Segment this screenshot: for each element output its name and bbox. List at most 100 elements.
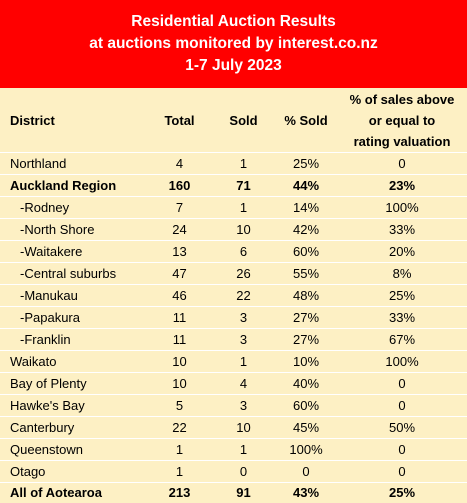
total-cell: 10 <box>147 373 212 395</box>
district-cell: All of Aotearoa <box>0 483 147 503</box>
total-cell: 24 <box>147 219 212 241</box>
rating-cell: 23% <box>337 175 467 197</box>
rating-cell: 50% <box>337 417 467 439</box>
table-row: Auckland Region 160 71 44% 23% <box>0 175 467 197</box>
district-cell: -Rodney <box>0 197 147 219</box>
pct-sold-cell: 60% <box>275 395 337 417</box>
sold-cell: 3 <box>212 329 275 351</box>
pct-sold-cell: 100% <box>275 439 337 461</box>
total-cell: 5 <box>147 395 212 417</box>
table-header-row: District Total Sold % Sold % of sales ab… <box>0 88 467 153</box>
sold-cell: 10 <box>212 219 275 241</box>
table-row: Waikato 10 1 10% 100% <box>0 351 467 373</box>
sold-cell: 10 <box>212 417 275 439</box>
sold-cell: 1 <box>212 351 275 373</box>
rating-cell: 0 <box>337 153 467 175</box>
rating-header-line-1: % of sales above <box>350 92 455 107</box>
total-cell: 7 <box>147 197 212 219</box>
sold-cell: 3 <box>212 307 275 329</box>
district-cell: Otago <box>0 461 147 483</box>
title-line-2: at auctions monitored by interest.co.nz <box>89 33 378 55</box>
sold-cell: 3 <box>212 395 275 417</box>
table-row: Otago 1 0 0 0 <box>0 461 467 483</box>
district-cell: -Central suburbs <box>0 263 147 285</box>
table-row: -Central suburbs 47 26 55% 8% <box>0 263 467 285</box>
table-row: -Franklin 11 3 27% 67% <box>0 329 467 351</box>
pct-sold-cell: 44% <box>275 175 337 197</box>
table-row: Bay of Plenty 10 4 40% 0 <box>0 373 467 395</box>
total-cell: 11 <box>147 329 212 351</box>
pct-sold-cell: 27% <box>275 307 337 329</box>
district-cell: Auckland Region <box>0 175 147 197</box>
total-cell: 46 <box>147 285 212 307</box>
title-banner: Residential Auction Results at auctions … <box>0 0 467 88</box>
district-cell: Canterbury <box>0 417 147 439</box>
sold-cell: 0 <box>212 461 275 483</box>
total-cell: 22 <box>147 417 212 439</box>
rating-cell: 25% <box>337 483 467 503</box>
district-cell: -Papakura <box>0 307 147 329</box>
total-cell: 1 <box>147 461 212 483</box>
pct-sold-cell: 48% <box>275 285 337 307</box>
totals-row: All of Aotearoa 213 91 43% 25% <box>0 483 467 503</box>
total-cell: 213 <box>147 483 212 503</box>
results-table: District Total Sold % Sold % of sales ab… <box>0 88 467 503</box>
rating-cell: 67% <box>337 329 467 351</box>
pct-sold-cell: 42% <box>275 219 337 241</box>
pct-sold-cell: 27% <box>275 329 337 351</box>
table-row: -Manukau 46 22 48% 25% <box>0 285 467 307</box>
table-row: Canterbury 22 10 45% 50% <box>0 417 467 439</box>
total-cell: 4 <box>147 153 212 175</box>
pct-sold-cell: 43% <box>275 483 337 503</box>
sold-cell: 26 <box>212 263 275 285</box>
rating-cell: 20% <box>337 241 467 263</box>
sold-cell: 6 <box>212 241 275 263</box>
rating-cell: 0 <box>337 461 467 483</box>
pct-sold-cell: 25% <box>275 153 337 175</box>
table-row: -Rodney 7 1 14% 100% <box>0 197 467 219</box>
table-row: Queenstown 1 1 100% 0 <box>0 439 467 461</box>
rating-cell: 0 <box>337 373 467 395</box>
pct-sold-cell: 10% <box>275 351 337 373</box>
district-cell: -Franklin <box>0 329 147 351</box>
pct-sold-cell: 0 <box>275 461 337 483</box>
rating-cell: 33% <box>337 219 467 241</box>
table-row: -Papakura 11 3 27% 33% <box>0 307 467 329</box>
rating-cell: 33% <box>337 307 467 329</box>
rating-cell: 100% <box>337 197 467 219</box>
column-header-rating-valuation: % of sales above or equal to rating valu… <box>337 88 467 153</box>
table-row: -Waitakere 13 6 60% 20% <box>0 241 467 263</box>
district-cell: Northland <box>0 153 147 175</box>
total-cell: 47 <box>147 263 212 285</box>
district-cell: -North Shore <box>0 219 147 241</box>
column-header-district: District <box>0 88 147 153</box>
sold-cell: 1 <box>212 153 275 175</box>
table-row: -North Shore 24 10 42% 33% <box>0 219 467 241</box>
district-cell: Queenstown <box>0 439 147 461</box>
column-header-sold: Sold <box>212 88 275 153</box>
sold-cell: 91 <box>212 483 275 503</box>
total-cell: 13 <box>147 241 212 263</box>
pct-sold-cell: 14% <box>275 197 337 219</box>
pct-sold-cell: 55% <box>275 263 337 285</box>
sold-cell: 22 <box>212 285 275 307</box>
rating-cell: 8% <box>337 263 467 285</box>
pct-sold-cell: 60% <box>275 241 337 263</box>
column-header-total: Total <box>147 88 212 153</box>
district-cell: Hawke's Bay <box>0 395 147 417</box>
sold-cell: 71 <box>212 175 275 197</box>
total-cell: 11 <box>147 307 212 329</box>
district-cell: Bay of Plenty <box>0 373 147 395</box>
pct-sold-cell: 45% <box>275 417 337 439</box>
rating-cell: 0 <box>337 395 467 417</box>
district-cell: Waikato <box>0 351 147 373</box>
title-line-3: 1-7 July 2023 <box>185 55 282 77</box>
table-body: Northland 4 1 25% 0 Auckland Region 160 … <box>0 153 467 503</box>
district-cell: -Waitakere <box>0 241 147 263</box>
total-cell: 1 <box>147 439 212 461</box>
rating-header-line-2: or equal to <box>369 113 435 128</box>
rating-header-line-3: rating valuation <box>354 134 451 149</box>
total-cell: 10 <box>147 351 212 373</box>
column-header-pct-sold: % Sold <box>275 88 337 153</box>
rating-cell: 0 <box>337 439 467 461</box>
